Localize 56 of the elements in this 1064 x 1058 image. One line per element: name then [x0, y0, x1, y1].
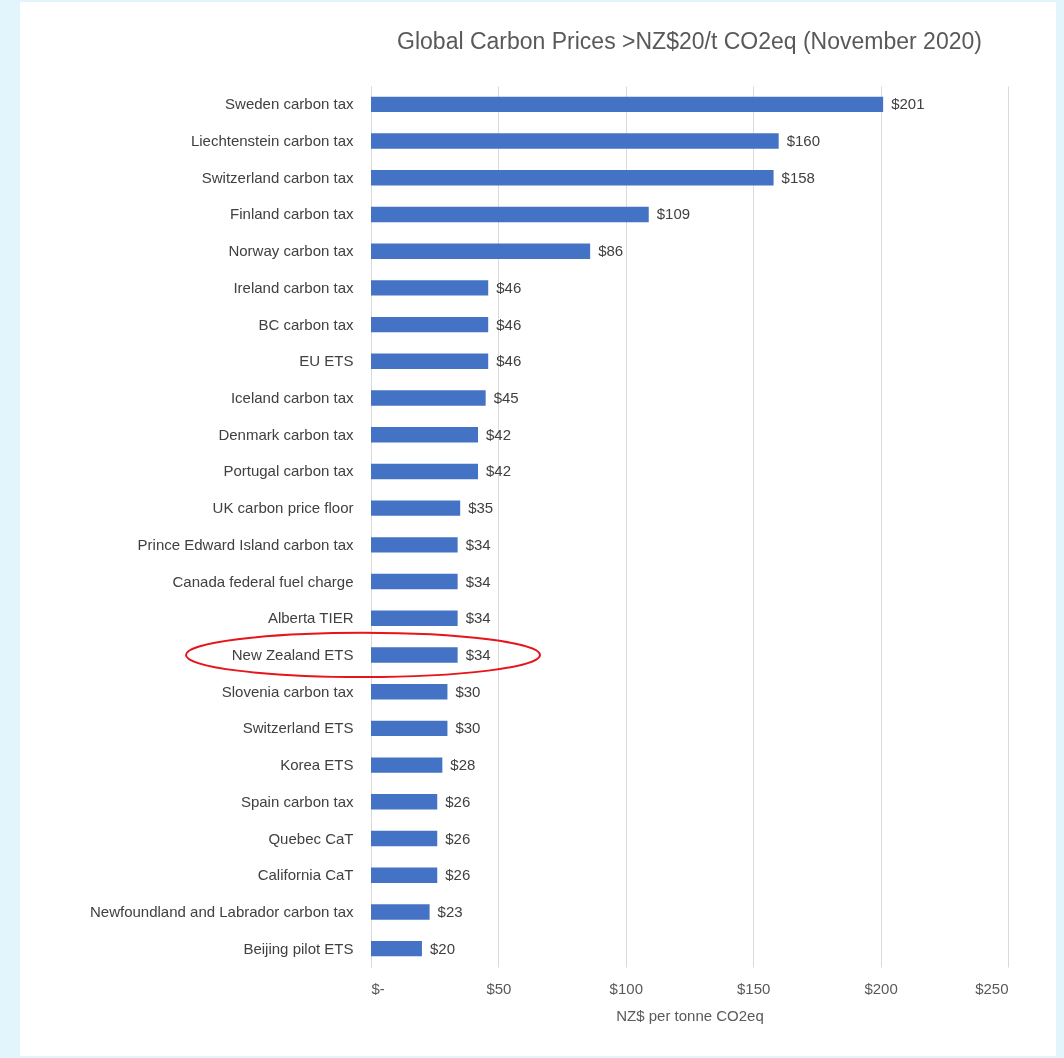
data-label: $42: [486, 425, 512, 443]
y-tick-label: Portugal carbon tax: [223, 462, 354, 480]
y-tick-label: Canada federal fuel charge: [172, 572, 354, 590]
y-tick-label: Beijing pilot ETS: [243, 939, 354, 957]
y-tick-label: BC carbon tax: [258, 315, 354, 333]
y-tick-label: Spain carbon tax: [240, 792, 354, 810]
x-tick-label: $50: [486, 979, 512, 997]
y-tick-label: Sweden carbon tax: [225, 95, 354, 113]
data-label: $46: [496, 315, 522, 333]
data-label: $109: [656, 205, 691, 223]
y-tick-label: Norway carbon tax: [228, 242, 354, 260]
x-tick-label: $100: [609, 979, 643, 997]
y-tick-label: New Zealand ETS: [231, 645, 354, 663]
y-tick-label: Slovenia carbon tax: [221, 682, 354, 700]
data-label: $34: [465, 609, 491, 627]
y-tick-label: Prince Edward Island carbon tax: [137, 535, 354, 553]
data-label: $23: [437, 902, 463, 920]
data-label: $34: [465, 572, 491, 590]
x-tick-label: $250: [975, 979, 1009, 997]
data-label: $20: [429, 939, 455, 957]
data-label: $160: [786, 132, 821, 150]
data-label: $46: [496, 352, 522, 370]
y-tick-label: Denmark carbon tax: [218, 425, 354, 443]
data-label: $34: [465, 645, 491, 663]
data-label: $86: [598, 242, 624, 260]
data-label: $46: [496, 278, 522, 296]
data-label: $201: [891, 95, 925, 113]
data-label: $30: [455, 719, 481, 737]
data-label: $26: [445, 866, 471, 884]
y-tick-label: Finland carbon tax: [230, 205, 354, 223]
data-label: $30: [455, 682, 481, 700]
y-tick-label: Korea ETS: [280, 756, 354, 774]
data-label: $26: [445, 792, 471, 810]
y-tick-label: Ireland carbon tax: [233, 278, 354, 296]
y-tick-label: Quebec CaT: [268, 829, 354, 847]
data-label: $28: [450, 756, 476, 774]
y-tick-label: Switzerland carbon tax: [201, 168, 354, 186]
data-label: $26: [445, 829, 471, 847]
y-tick-label: California CaT: [257, 866, 354, 884]
y-tick-label: UK carbon price floor: [212, 499, 354, 517]
data-label: $35: [468, 499, 494, 517]
chart-title: Global Carbon Prices >NZ$20/t CO2eq (November 2020): [397, 28, 982, 54]
y-tick-label: Switzerland ETS: [242, 719, 354, 737]
x-tick-label: $200: [864, 979, 898, 997]
y-tick-label: Alberta TIER: [267, 609, 354, 627]
data-label: $42: [486, 462, 512, 480]
data-label: $34: [465, 535, 491, 553]
y-tick-label: EU ETS: [299, 352, 354, 370]
data-label: $45: [493, 389, 519, 407]
x-tick-label: $150: [737, 979, 771, 997]
x-axis-title: NZ$ per tonne CO2eq: [616, 1006, 764, 1024]
y-tick-label: Iceland carbon tax: [230, 389, 354, 407]
data-label: $158: [781, 168, 815, 186]
y-tick-label: Liechtenstein carbon tax: [190, 132, 354, 150]
y-tick-label: Newfoundland and Labrador carbon tax: [89, 902, 354, 920]
x-tick-label: $-: [371, 979, 385, 997]
